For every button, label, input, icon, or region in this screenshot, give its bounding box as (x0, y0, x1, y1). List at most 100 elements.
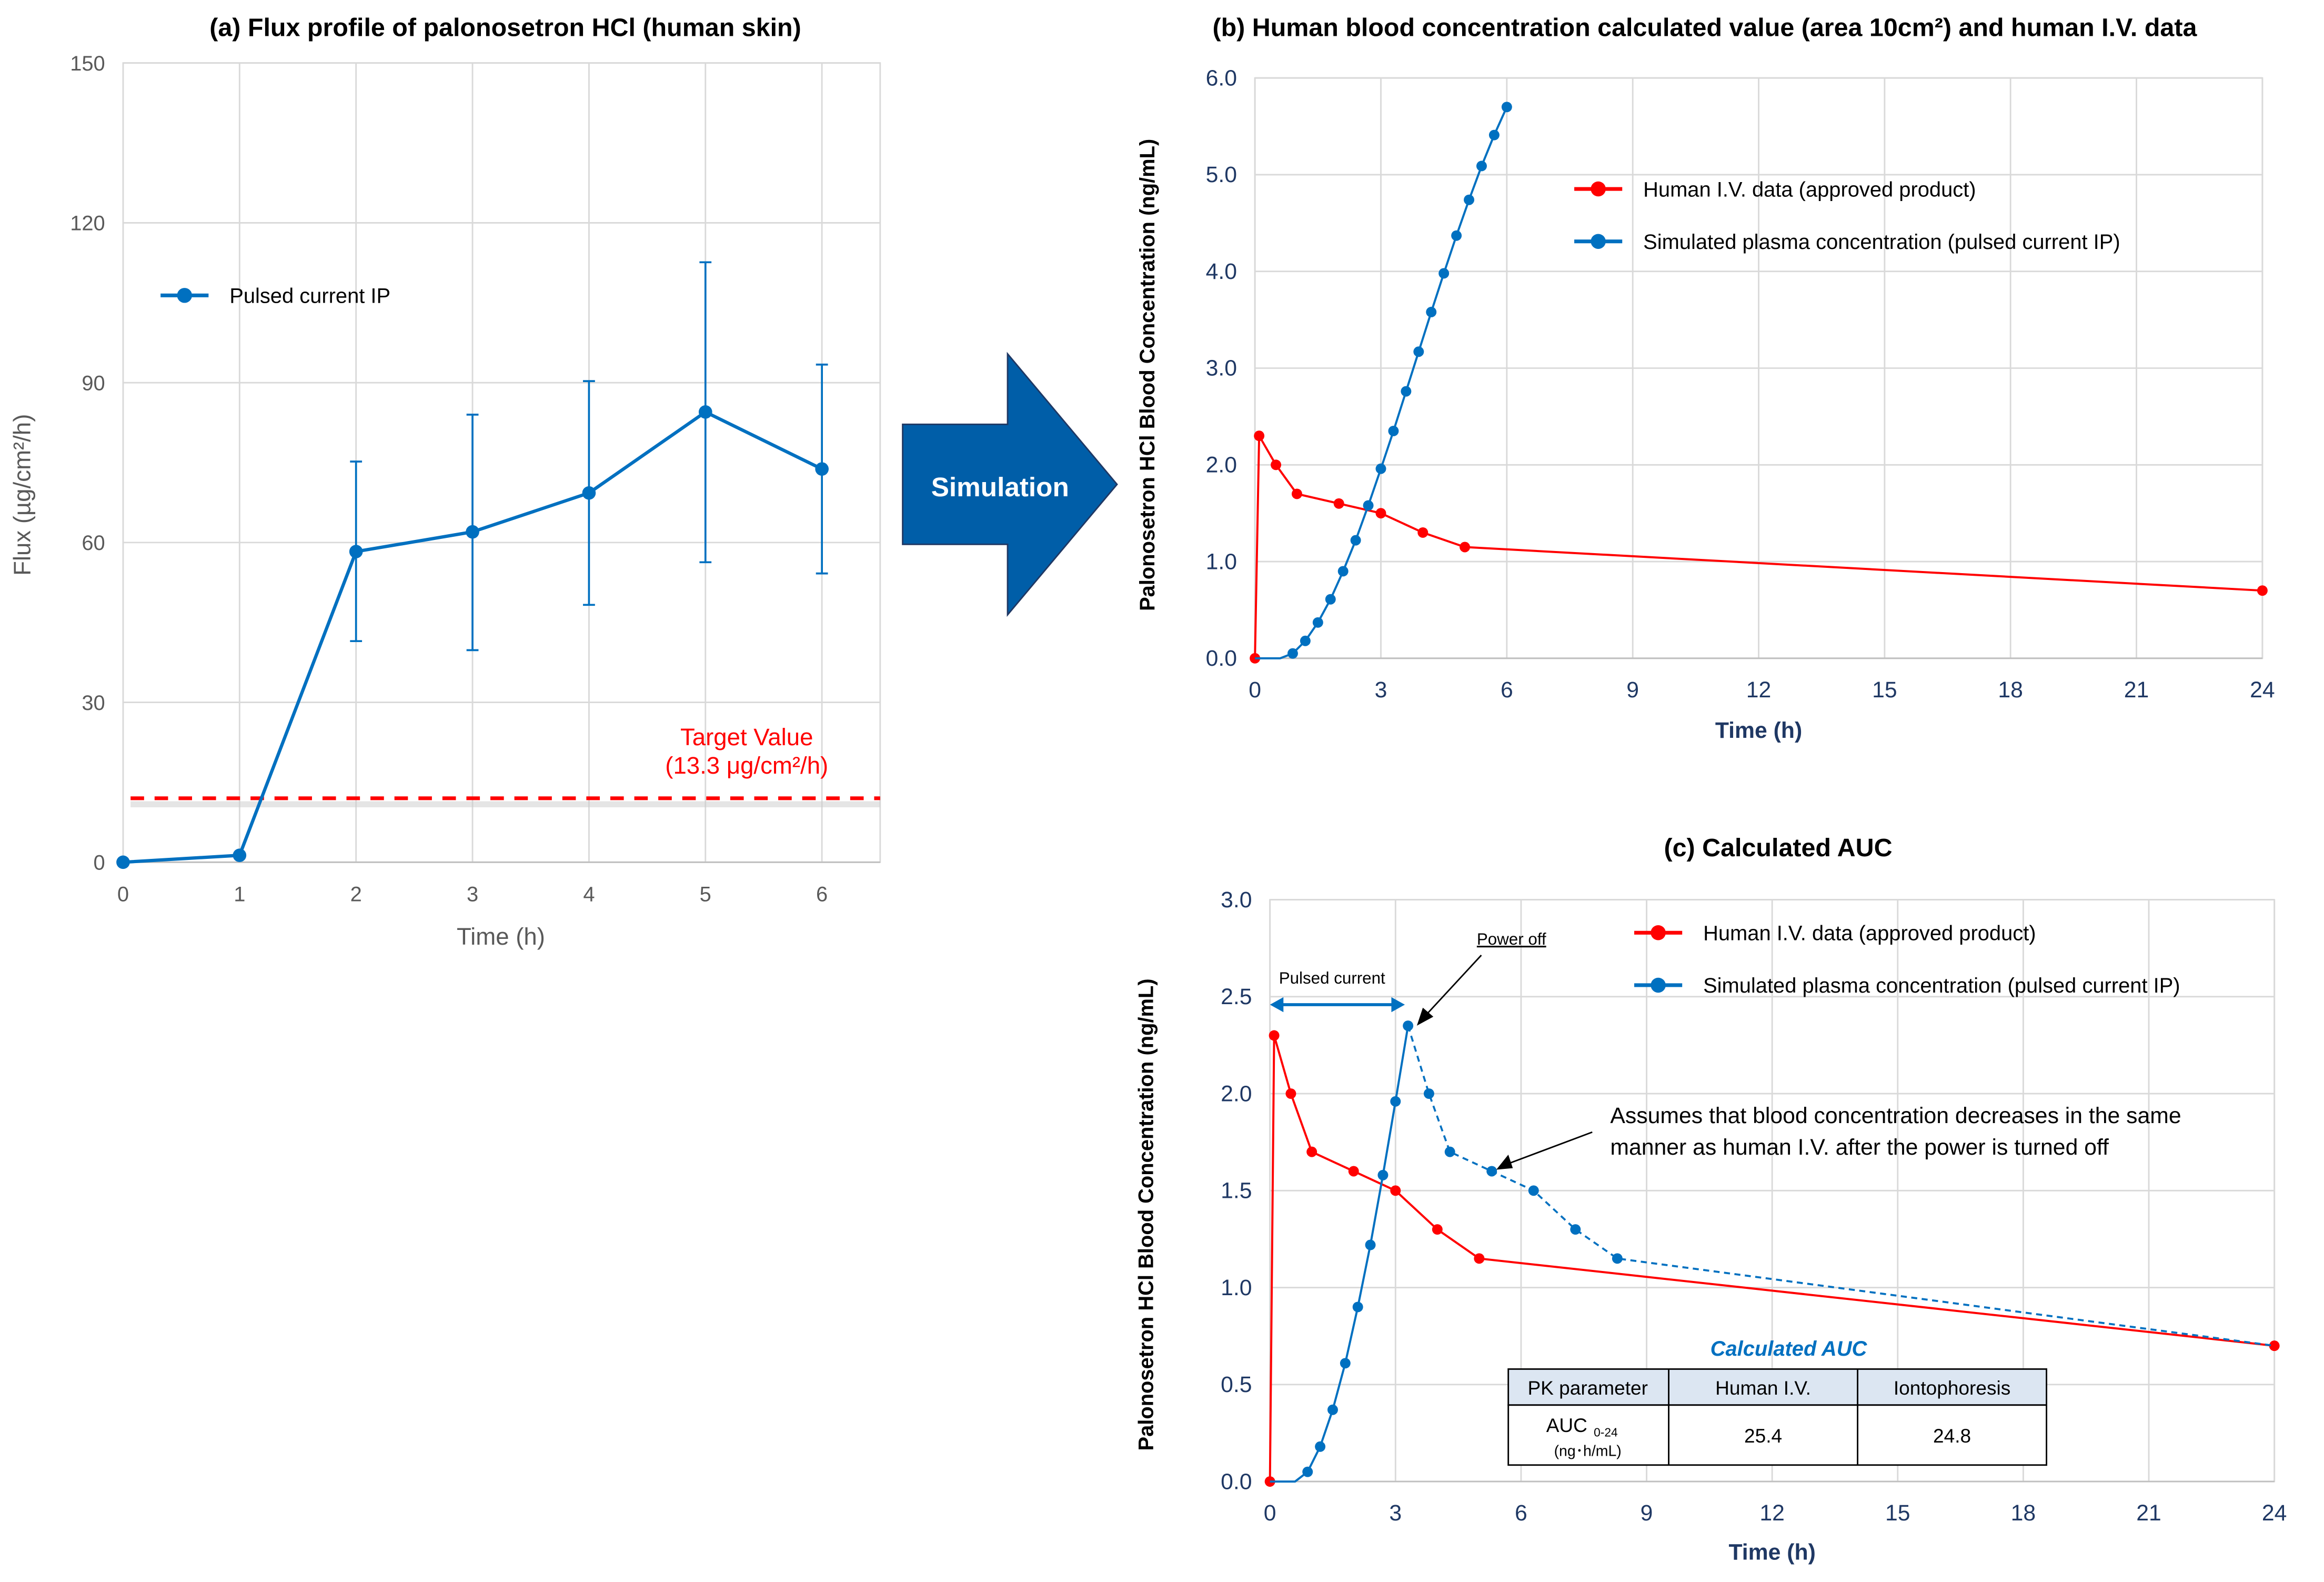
y-tick-label: 90 (82, 372, 105, 395)
y-tick-label: 3.0 (1221, 887, 1252, 913)
data-point (1312, 617, 1323, 628)
y-tick-label: 0.0 (1206, 646, 1237, 671)
x-tick-label: 0 (117, 883, 129, 906)
data-point (1302, 1466, 1313, 1477)
y-tick-label: 3.0 (1206, 356, 1237, 381)
y-tick-label: 2.0 (1221, 1081, 1252, 1106)
data-point (1501, 102, 1512, 113)
data-point (1528, 1185, 1539, 1196)
x-tick-label: 3 (1375, 677, 1387, 703)
data-point (1287, 648, 1298, 659)
table-row-label-subscript: 0-24 (1594, 1426, 1618, 1439)
y-tick-label: 150 (70, 52, 105, 75)
y-tick-label: 1.0 (1221, 1275, 1252, 1300)
data-point (1352, 1301, 1363, 1313)
legend-marker (1651, 925, 1666, 940)
y-axis-label: Palonosetron HCl Blood Concentration (ng… (1136, 139, 1159, 611)
data-point (582, 486, 596, 500)
legend-marker (1591, 234, 1606, 249)
auc-table: Calculated AUC PK parameter Human I.V. Iont… (1507, 1337, 2048, 1466)
data-point (1423, 1088, 1434, 1099)
series-line (1407, 1025, 2275, 1347)
legend-label: Simulated plasma concentration (pulsed c… (1643, 231, 2120, 254)
data-point (1390, 1096, 1401, 1107)
y-tick-label: 30 (82, 692, 105, 715)
data-point (1451, 230, 1462, 241)
power-off-pointer (1425, 955, 1482, 1016)
x-tick-label: 12 (1759, 1500, 1785, 1526)
y-tick-label: 1.0 (1206, 549, 1237, 574)
data-point (1464, 194, 1475, 205)
pointer-arrowhead-icon (1416, 1007, 1434, 1026)
x-tick-label: 15 (1872, 677, 1897, 703)
data-point (1417, 527, 1428, 538)
data-point (1476, 161, 1487, 172)
y-tick-label: 0 (94, 852, 105, 875)
data-point (116, 855, 130, 869)
y-tick-label: 2.0 (1206, 453, 1237, 478)
x-tick-label: 21 (2136, 1500, 2161, 1526)
x-tick-label: 18 (2011, 1500, 2036, 1526)
data-point (1488, 129, 1500, 141)
chart-c-calculated-auc: 0 3 6 9 12 15 18 21 24 0.0 0.5 1.0 1.5 2.0 2.5 3.0 (c) C… (1134, 834, 2287, 1565)
x-tick-label: 3 (467, 883, 478, 906)
legend-label: Human I.V. data (approved product) (1703, 922, 2036, 945)
data-point (1333, 498, 1344, 509)
table-value-cell: 25.4 (1744, 1425, 1782, 1447)
data-point (1426, 306, 1437, 317)
data-point (1377, 1169, 1389, 1180)
data-point (1401, 386, 1412, 397)
legend-label: Pulsed current IP (229, 285, 390, 308)
data-point (1363, 500, 1374, 511)
x-tick-label: 24 (2262, 1500, 2287, 1526)
y-tick-label: 0.5 (1221, 1372, 1252, 1397)
y-axis-label: Palonosetron HCl Blood Concentration (ng… (1134, 978, 1158, 1450)
x-tick-label: 21 (2124, 677, 2149, 703)
assumption-note-line2: manner as human I.V. after the power is … (1610, 1135, 2109, 1160)
x-tick-label: 3 (1389, 1500, 1402, 1526)
table-header-cell: Iontophoresis (1894, 1377, 2010, 1399)
table-title: Calculated AUC (1711, 1337, 1868, 1360)
y-tick-label: 0.0 (1221, 1469, 1252, 1494)
data-point (1570, 1224, 1581, 1235)
arrowhead-right-icon (1391, 997, 1405, 1013)
data-point (1444, 1146, 1455, 1157)
x-tick-label: 0 (1249, 677, 1261, 703)
data-point (1390, 1185, 1401, 1196)
x-tick-label: 9 (1626, 677, 1639, 703)
y-tick-label: 1.5 (1221, 1178, 1252, 1204)
data-point (1271, 459, 1282, 470)
x-tick-label: 2 (350, 883, 362, 906)
data-point (1250, 653, 1261, 664)
data-point (1375, 508, 1386, 519)
y-tick-label: 120 (70, 212, 105, 235)
data-point (698, 405, 712, 419)
y-tick-label: 6.0 (1206, 65, 1237, 91)
data-point (1432, 1224, 1443, 1235)
x-tick-label: 12 (1746, 677, 1772, 703)
data-point (1291, 488, 1302, 499)
simulation-label: Simulation (931, 472, 1069, 502)
data-point (349, 545, 363, 558)
x-tick-label: 15 (1885, 1500, 1910, 1526)
y-tick-label: 5.0 (1206, 162, 1237, 187)
legend-marker (1651, 977, 1666, 993)
data-point (1350, 535, 1361, 546)
target-label: Target Value (680, 724, 813, 750)
pulsed-current-label: Pulsed current (1279, 969, 1385, 987)
y-tick-label: 2.5 (1221, 984, 1252, 1009)
target-label-value: (13.3 μg/cm²/h) (665, 752, 828, 779)
x-axis-label: Time (h) (1728, 1539, 1815, 1565)
data-point (1285, 1088, 1296, 1099)
data-point (1337, 566, 1349, 577)
pointer-arrowhead-icon (1496, 1154, 1513, 1170)
data-point (466, 525, 479, 539)
arrow-right-icon (902, 352, 1118, 617)
x-tick-label: 5 (700, 883, 711, 906)
data-point (1612, 1253, 1623, 1264)
data-point (1300, 635, 1311, 646)
data-point (1365, 1239, 1376, 1250)
data-point (1327, 1404, 1338, 1415)
